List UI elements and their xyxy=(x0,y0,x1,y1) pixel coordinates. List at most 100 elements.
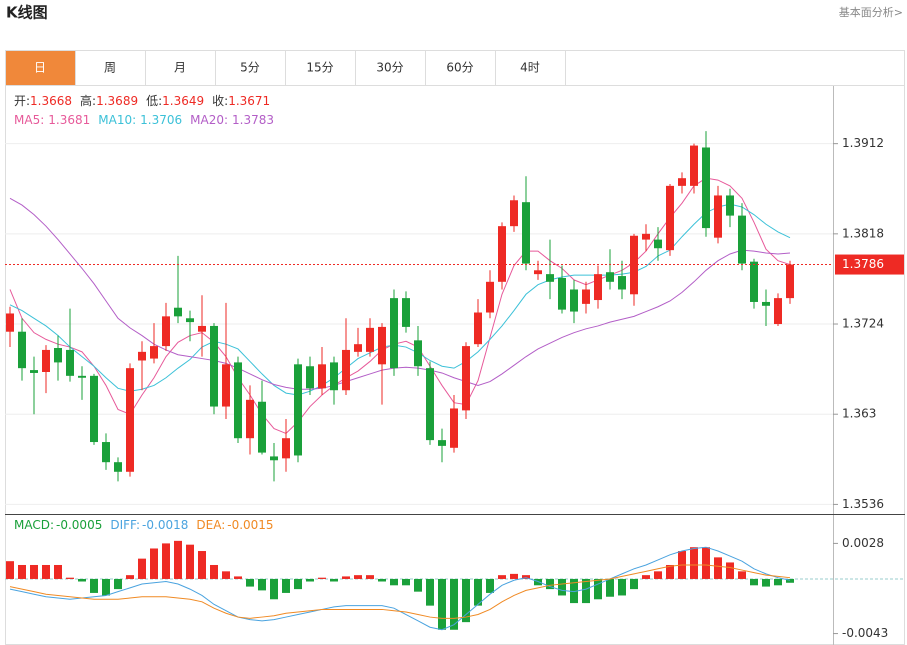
macd-bar xyxy=(390,578,398,586)
legend-value: 1.3783 xyxy=(232,113,274,127)
macd-bar xyxy=(366,575,374,579)
tab-label[interactable]: 4时 xyxy=(520,61,540,75)
macd-bar xyxy=(546,578,554,590)
macd-bar xyxy=(234,576,242,579)
candle-body xyxy=(246,399,254,439)
macd-bar xyxy=(6,561,14,579)
macd-bar xyxy=(42,564,50,579)
tab[interactable] xyxy=(355,50,426,86)
candle-body xyxy=(750,261,758,302)
macd-bar xyxy=(66,577,74,579)
candle-body xyxy=(606,272,614,282)
legend-value: 1.3706 xyxy=(140,113,182,127)
candle-body xyxy=(366,327,374,352)
macd-bar xyxy=(606,578,614,597)
candle-body xyxy=(306,366,314,389)
macd-bar xyxy=(498,575,506,579)
tab[interactable] xyxy=(75,50,146,86)
candle-body xyxy=(558,277,566,310)
candle-body xyxy=(162,316,170,347)
tab-label[interactable]: 5分 xyxy=(240,61,260,75)
macd-bar xyxy=(138,558,146,579)
macd-bar xyxy=(210,564,218,579)
tab[interactable] xyxy=(495,50,566,86)
legend-label: DIFF: xyxy=(110,518,140,532)
tab-label[interactable]: 60分 xyxy=(446,61,473,75)
candle-body xyxy=(66,349,74,376)
macd-bar xyxy=(438,578,446,630)
candle-body xyxy=(234,362,242,439)
macd-bar xyxy=(282,578,290,593)
macd-bar xyxy=(738,571,746,579)
candle-body xyxy=(270,456,278,461)
candle-body xyxy=(726,195,734,216)
candle-body xyxy=(222,364,230,407)
macd-bar xyxy=(270,578,278,600)
candle-body xyxy=(522,202,530,264)
macd-bar xyxy=(306,578,314,582)
candle-body xyxy=(654,239,662,249)
macd-bar xyxy=(654,571,662,579)
analysis-link[interactable]: 基本面分析> xyxy=(839,5,903,19)
y-tick-label: 1.3536 xyxy=(842,497,884,511)
candle-body xyxy=(18,331,26,369)
candle-body xyxy=(762,301,770,306)
candle-body xyxy=(42,349,50,372)
candle-body xyxy=(474,312,482,345)
legend-label: MA20: xyxy=(190,113,228,127)
legend-value: -0.0005 xyxy=(56,518,102,532)
macd-bar xyxy=(726,562,734,579)
tab-label[interactable]: 周 xyxy=(104,61,116,75)
legend-value: -0.0015 xyxy=(227,518,273,532)
macd-bar xyxy=(750,578,758,586)
macd-bar xyxy=(414,578,422,592)
tab[interactable] xyxy=(145,50,216,86)
macd-bar xyxy=(714,557,722,579)
macd-bar xyxy=(78,578,86,582)
legend-label: 低: xyxy=(146,94,162,108)
macd-bar xyxy=(150,548,158,579)
tab-label[interactable]: 30分 xyxy=(376,61,403,75)
current-price-label: 1.3786 xyxy=(842,257,884,271)
macd-bar xyxy=(18,564,26,579)
tab[interactable] xyxy=(215,50,286,86)
macd-bar xyxy=(690,547,698,579)
tab-label[interactable]: 月 xyxy=(174,61,186,75)
macd-bar xyxy=(630,578,638,590)
macd-bar xyxy=(774,578,782,586)
candle-body xyxy=(258,401,266,453)
legend-value: 1.3689 xyxy=(96,94,138,108)
legend-label: MA10: xyxy=(98,113,136,127)
tab[interactable] xyxy=(285,50,356,86)
tab[interactable] xyxy=(5,50,76,86)
ma-line xyxy=(9,203,791,396)
chart-frame xyxy=(5,50,905,645)
candle-body xyxy=(618,276,626,290)
macd-bar xyxy=(126,575,134,579)
macd-bar xyxy=(114,578,122,590)
tab-label[interactable]: 日 xyxy=(34,61,46,75)
candle-body xyxy=(594,274,602,301)
candle-body xyxy=(198,325,206,332)
macd-bar xyxy=(294,578,302,590)
macd-bar xyxy=(558,578,566,596)
candle-body xyxy=(30,370,38,373)
legend-label: DEA: xyxy=(196,518,225,532)
macd-bar xyxy=(30,564,38,579)
macd-bar xyxy=(582,578,590,604)
macd-bar xyxy=(522,575,530,579)
legend-label: MA5: xyxy=(14,113,44,127)
current-price-box xyxy=(835,254,904,275)
candle-body xyxy=(666,185,674,251)
candle-body xyxy=(414,340,422,367)
macd-bar xyxy=(534,578,542,586)
candle-body xyxy=(78,375,86,378)
macd-bar xyxy=(618,578,626,596)
candle-body xyxy=(90,375,98,443)
ma-line xyxy=(9,177,791,434)
legend: MACD: -0.0005 DIFF: -0.0018 DEA: -0.0015 xyxy=(14,518,274,532)
candle-body xyxy=(678,178,686,186)
candle-body xyxy=(54,348,62,363)
tab-label[interactable]: 15分 xyxy=(306,61,333,75)
